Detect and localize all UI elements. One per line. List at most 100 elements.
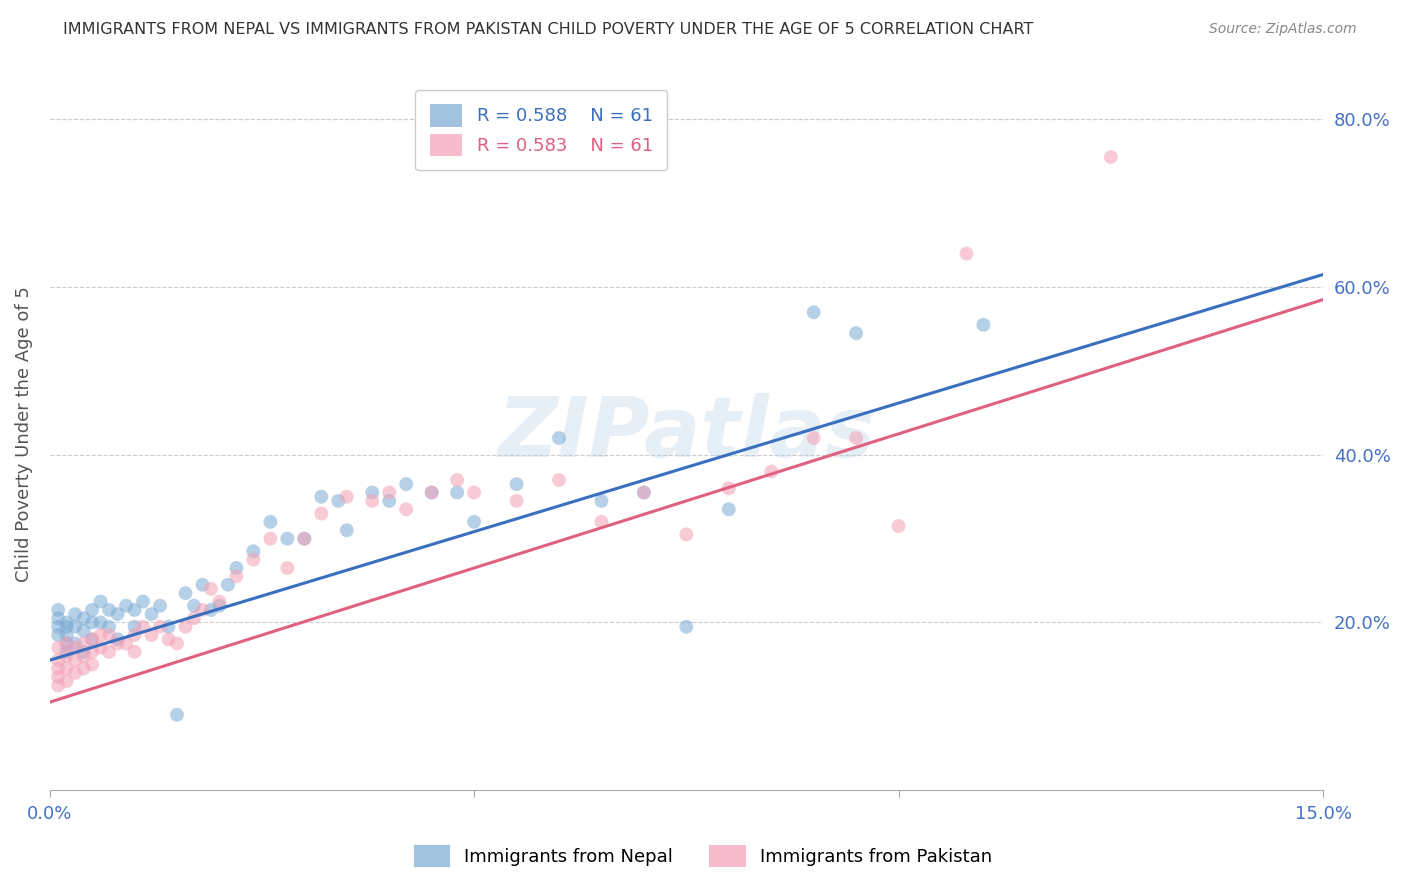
Point (803, 431, 825, 445)
Point (200, 582, 222, 596)
Point (446, 485, 468, 500)
Point (378, 485, 401, 500)
Point (46, 670, 69, 684)
Point (55, 645, 77, 659)
Point (276, 532, 298, 546)
Point (72, 636, 94, 650)
Point (141, 628, 163, 642)
Point (242, 544, 264, 558)
Point (107, 636, 129, 650)
Point (132, 620, 155, 634)
Point (378, 494, 401, 508)
Legend: R = 0.588    N = 61, R = 0.583    N = 61: R = 0.588 N = 61, R = 0.583 N = 61 (415, 90, 668, 170)
Point (90, 640, 112, 655)
Point (82, 645, 104, 659)
Point (107, 632, 129, 647)
Point (259, 532, 281, 546)
Text: Source: ZipAtlas.com: Source: ZipAtlas.com (1209, 22, 1357, 37)
Point (63, 640, 86, 655)
Point (259, 515, 281, 529)
Point (361, 494, 384, 508)
Point (292, 532, 315, 546)
Point (124, 645, 146, 659)
Point (132, 594, 155, 608)
Point (174, 586, 197, 600)
Point (292, 532, 315, 546)
Point (328, 494, 350, 508)
Point (591, 494, 613, 508)
Point (463, 515, 485, 529)
Point (887, 519, 910, 533)
Point (336, 523, 359, 537)
Point (55, 620, 77, 634)
Point (55, 636, 77, 650)
Point (955, 246, 977, 260)
Point (208, 599, 231, 613)
Text: IMMIGRANTS FROM NEPAL VS IMMIGRANTS FROM PAKISTAN CHILD POVERTY UNDER THE AGE OF: IMMIGRANTS FROM NEPAL VS IMMIGRANTS FROM… (63, 22, 1033, 37)
Point (46, 620, 69, 634)
Point (446, 473, 468, 487)
Point (63, 636, 86, 650)
Point (420, 485, 443, 500)
Point (276, 561, 298, 575)
Point (183, 611, 205, 625)
Point (63, 620, 86, 634)
Point (55, 674, 77, 689)
Point (420, 485, 443, 500)
Point (46, 640, 69, 655)
Point (166, 707, 188, 722)
Point (505, 477, 527, 491)
Point (174, 620, 197, 634)
Text: ZIPatlas: ZIPatlas (498, 393, 876, 475)
Point (82, 632, 104, 647)
Point (675, 527, 697, 541)
Point (395, 477, 418, 491)
Point (55, 628, 77, 642)
Point (46, 611, 69, 625)
Point (395, 502, 418, 516)
Point (633, 485, 655, 500)
Point (63, 607, 86, 621)
Point (124, 620, 146, 634)
Point (361, 485, 384, 500)
Point (46, 628, 69, 642)
Point (845, 326, 868, 341)
Point (63, 653, 86, 667)
Point (200, 603, 222, 617)
Point (591, 515, 613, 529)
Point (55, 615, 77, 630)
Point (82, 632, 104, 647)
Point (191, 578, 214, 592)
Y-axis label: Child Poverty Under the Age of 5: Child Poverty Under the Age of 5 (15, 285, 32, 582)
Point (311, 507, 333, 521)
Point (46, 662, 69, 676)
Point (98, 628, 121, 642)
Point (225, 561, 247, 575)
Point (208, 594, 231, 608)
Point (115, 636, 138, 650)
Point (149, 620, 172, 634)
Point (82, 603, 104, 617)
Point (72, 645, 94, 659)
Point (336, 490, 359, 504)
Point (124, 628, 146, 642)
Point (191, 603, 214, 617)
Point (98, 603, 121, 617)
Point (166, 636, 188, 650)
Point (124, 603, 146, 617)
Point (90, 594, 112, 608)
Point (157, 632, 180, 647)
Point (311, 490, 333, 504)
Point (1099, 150, 1122, 164)
Point (761, 465, 783, 479)
Point (55, 636, 77, 650)
Point (72, 611, 94, 625)
Point (82, 615, 104, 630)
Point (463, 485, 485, 500)
Point (803, 305, 825, 319)
Point (55, 648, 77, 663)
Point (675, 620, 697, 634)
Point (46, 603, 69, 617)
Point (46, 653, 69, 667)
Point (505, 494, 527, 508)
